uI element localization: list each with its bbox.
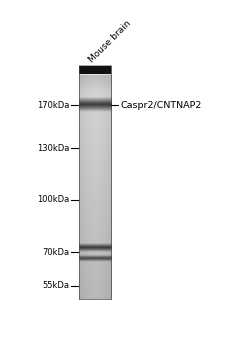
Bar [79,66,111,74]
Text: 70kDa: 70kDa [42,248,69,257]
Text: Caspr2/CNTNAP2: Caspr2/CNTNAP2 [120,101,202,110]
Text: 130kDa: 130kDa [37,144,69,153]
Text: 100kDa: 100kDa [37,195,69,204]
Text: 170kDa: 170kDa [37,101,69,110]
Text: Mouse brain: Mouse brain [87,19,133,65]
Text: 55kDa: 55kDa [42,281,69,290]
